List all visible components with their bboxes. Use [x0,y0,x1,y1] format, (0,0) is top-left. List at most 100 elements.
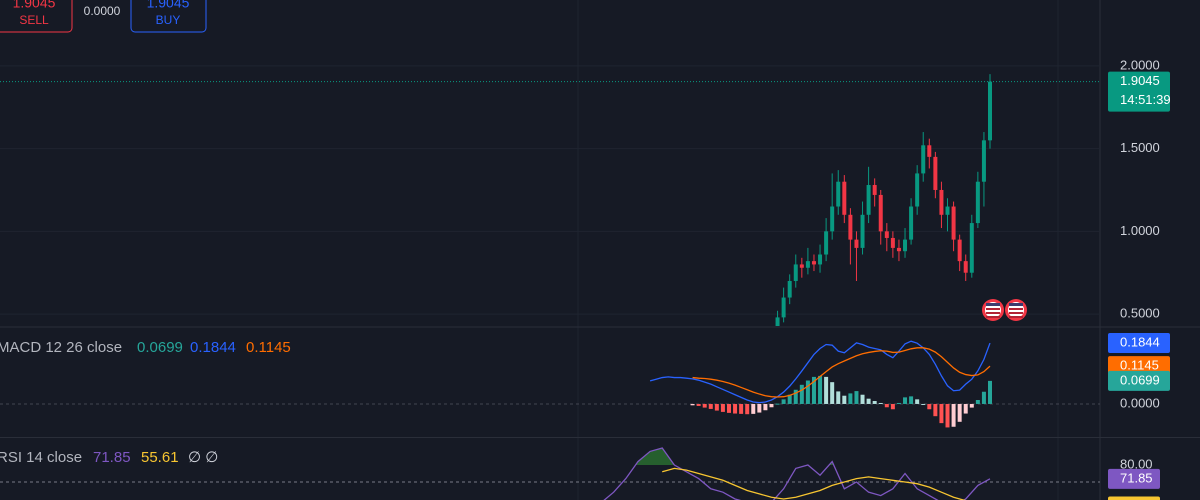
sell-button[interactable]: 1.9045 SELL [0,0,73,33]
event-flag[interactable] [1005,299,1027,321]
histogram-bar [799,384,804,404]
histogram-bar [769,403,774,408]
sell-label: SELL [19,13,49,27]
histogram-bar [921,403,926,405]
histogram-bar [702,403,707,408]
histogram-bar [690,403,695,406]
candle-body [818,254,823,265]
price-pane [0,65,1100,326]
histogram-bar [848,393,853,404]
candle-body [988,81,992,141]
histogram-bar [714,403,719,411]
candle-body [969,223,974,273]
candle-body [951,206,956,240]
axis-value-box [1108,468,1160,489]
histogram-bar [988,380,992,404]
y-tick-label: 2.0000 [1120,57,1160,72]
candle-body [915,173,920,207]
candle-body [854,239,859,248]
histogram-bar [733,403,738,414]
candle-body [781,297,786,318]
candle-body [866,185,871,215]
rsi-pane [0,447,1100,500]
candle-body [981,140,986,182]
histogram-bar [830,382,835,404]
histogram-bar [720,403,725,412]
legend-value: 0.1145 [246,339,291,356]
candle-body [975,181,980,224]
legend-title: MACD 12 26 close [0,339,122,356]
histogram-bar [969,403,974,408]
histogram-bar [696,403,701,406]
legend-value: 0.0699 [137,339,183,356]
candle-body [927,145,932,157]
legend-value: 0.1844 [190,339,236,356]
histogram-bar [957,403,962,422]
histogram-bar [836,391,841,404]
candle-body [805,261,810,268]
histogram-bar [781,399,786,404]
histogram-bar [951,403,956,427]
histogram-bar [963,403,968,414]
axis-value-box [1108,370,1170,391]
overbought-fill [601,448,990,466]
histogram-bar [708,403,713,409]
sell-price: 1.9045 [13,0,56,11]
histogram-bar [854,391,859,404]
macd-line [692,347,991,398]
histogram-bar [890,403,895,410]
rsi-line [662,467,966,500]
y-tick-label: 1.5000 [1120,140,1160,155]
histogram-bar [745,403,750,415]
legend-value: 71.85 [93,449,131,466]
histogram-bar [945,403,950,428]
histogram-bar [927,403,932,410]
axis-value-label: 0.1844 [1120,334,1160,349]
event-flag[interactable] [982,299,1004,321]
histogram-bar [793,389,798,404]
histogram-bar [818,375,823,404]
candle-body [896,247,901,252]
axis-value-label: 0.1145 [1120,358,1159,373]
candle-body [824,231,829,255]
histogram-bar [872,400,877,404]
macd-pane [0,340,1100,428]
candle-body [787,280,792,298]
y-tick-label: 80.00 [1120,456,1153,471]
candle-body [933,156,938,190]
histogram-bar [842,395,847,404]
histogram-bar [866,398,871,404]
y-tick-label: 0.5000 [1120,306,1160,321]
y-tick-label: 0.0000 [1120,395,1160,410]
candle-body [939,189,944,215]
histogram-bar [824,376,829,404]
candle-body [842,181,847,215]
histogram-bar [975,400,980,404]
histogram-bar [884,403,889,408]
candle-body [884,231,889,238]
candle-body [860,214,865,248]
histogram-bar [787,394,792,404]
candle-body [836,181,841,207]
histogram-bar [981,391,986,404]
buy-price: 1.9045 [147,0,190,11]
candle-body [848,214,853,240]
histogram-bar [909,396,914,404]
last-price-label: 1.9045 [1120,73,1160,88]
legend-value: 55.61 [141,449,179,466]
histogram-bar [878,402,883,404]
histogram-bar [805,380,810,404]
buy-label: BUY [156,13,181,27]
legend-suffix: ∅ ∅ [188,449,218,466]
candle-body [830,206,835,232]
candle-body [878,194,883,232]
y-tick-label: 1.0000 [1120,223,1160,238]
histogram-bar [860,394,865,404]
spread: 0.0000 [84,4,121,18]
buy-button[interactable]: 1.9045 BUY [130,0,207,33]
candle-body [811,261,816,265]
axis-value-box [1108,496,1160,500]
candle-body [921,145,926,174]
